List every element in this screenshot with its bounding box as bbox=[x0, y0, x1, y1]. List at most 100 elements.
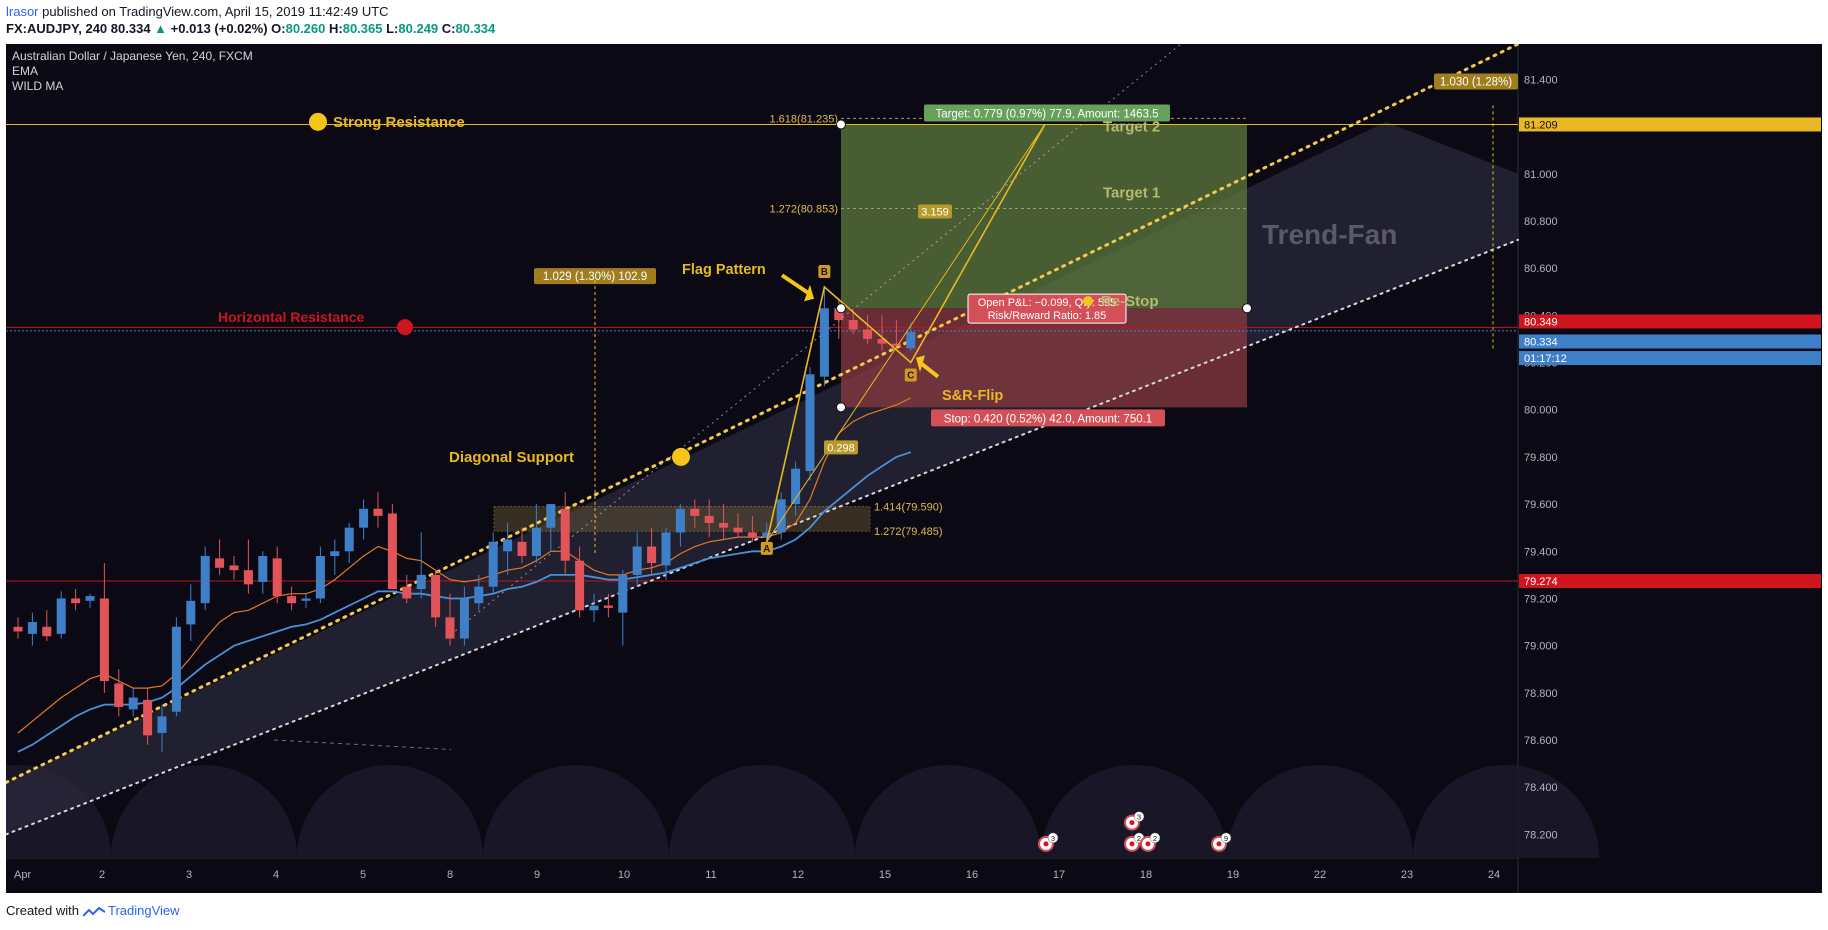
price-axis-label-3: 01:17:12 bbox=[1524, 353, 1567, 365]
price-axis-label-1: 80.349 bbox=[1524, 316, 1558, 328]
position-handle-3 bbox=[1242, 303, 1252, 314]
candle-body bbox=[99, 598, 109, 682]
candle-body bbox=[373, 508, 383, 516]
high-label: H: bbox=[329, 21, 343, 36]
y-tick-label: 79.200 bbox=[1524, 593, 1558, 605]
cycle-arc-3 bbox=[483, 765, 669, 858]
candle-body bbox=[733, 527, 743, 533]
candle-body bbox=[416, 574, 426, 590]
cycle-arc-7 bbox=[1227, 765, 1413, 858]
candle-body bbox=[459, 598, 469, 639]
point-c-marker bbox=[904, 368, 917, 382]
cycle-arc-6 bbox=[1041, 765, 1227, 858]
candle-body bbox=[834, 308, 844, 321]
candle-body bbox=[560, 508, 570, 561]
y-tick-label: 80.600 bbox=[1524, 263, 1558, 275]
up-triangle-icon: ▲ bbox=[154, 21, 168, 36]
candle-body bbox=[776, 499, 786, 533]
point-c-label: C bbox=[907, 371, 914, 382]
candle-body bbox=[42, 626, 52, 637]
trend-fan-label: Trend-Fan bbox=[1262, 219, 1397, 250]
chart-legend-title: Australian Dollar / Japanese Yen, 240, F… bbox=[12, 49, 253, 63]
ratio-label-1: 3.159 bbox=[921, 206, 949, 218]
target-label: Target: 0.779 (0.97%) 77.9, Amount: 1463… bbox=[935, 108, 1158, 120]
point-a-marker bbox=[760, 541, 773, 555]
candle-body bbox=[517, 541, 527, 556]
candle-body bbox=[891, 343, 901, 347]
event-count-1: 2 bbox=[1137, 834, 1141, 843]
candle-body bbox=[647, 546, 657, 564]
candle-body bbox=[877, 338, 887, 344]
chart-panel[interactable]: A B C 3.159 0.298 1.618(81.235) 1.272(80.853) 1… bbox=[6, 44, 1822, 893]
candle-body bbox=[114, 683, 124, 707]
high-value: 80.365 bbox=[342, 21, 383, 36]
tradingview-logo-icon bbox=[82, 906, 105, 917]
symbol: FX:AUDJPY, 240 bbox=[6, 21, 108, 36]
created-with-text: Created with bbox=[6, 903, 79, 918]
measure-right-box bbox=[1434, 73, 1518, 90]
event-count-bubble-4 bbox=[1133, 811, 1145, 822]
candle-body bbox=[215, 558, 225, 568]
y-tick-label: 80.000 bbox=[1524, 405, 1558, 417]
x-tick-label: 15 bbox=[879, 869, 891, 881]
candle-body bbox=[359, 508, 369, 528]
candle-body bbox=[445, 617, 455, 639]
candle-body bbox=[258, 555, 268, 582]
x-tick-label: 5 bbox=[360, 869, 366, 881]
faint-dashed-line bbox=[273, 739, 452, 750]
candle-body bbox=[762, 532, 772, 538]
re-stop-dot bbox=[1083, 296, 1093, 307]
wild-ma-legend: WILD MA bbox=[12, 79, 63, 93]
point-a-label: A bbox=[763, 544, 770, 555]
candle-body bbox=[171, 626, 181, 712]
event-count-3: 9 bbox=[1224, 834, 1228, 843]
price-axis-label-4: 79.274 bbox=[1524, 576, 1558, 588]
y-tick-label: 81.000 bbox=[1524, 169, 1558, 181]
candle-body bbox=[589, 605, 599, 611]
ratio-box-1 bbox=[918, 204, 952, 219]
y-tick-label: 79.600 bbox=[1524, 499, 1558, 511]
measure-left-label: 1.029 (1.30%) 102.9 bbox=[543, 271, 647, 283]
horizontal-resistance-dot bbox=[397, 319, 413, 336]
candle-body bbox=[243, 570, 253, 585]
candle-body bbox=[56, 598, 66, 634]
flag-pattern-label: Flag Pattern bbox=[682, 262, 766, 278]
x-tick-label: 18 bbox=[1140, 869, 1152, 881]
candle-body bbox=[315, 555, 325, 599]
candle-body bbox=[186, 600, 196, 625]
x-tick-label: 19 bbox=[1227, 869, 1239, 881]
close-value: 80.334 bbox=[455, 21, 496, 36]
x-tick-label: 2 bbox=[99, 869, 105, 881]
tradingview-link[interactable]: TradingView bbox=[108, 903, 180, 918]
target-label-box bbox=[924, 104, 1170, 122]
candle-body bbox=[13, 626, 23, 632]
fib-label-1618: 1.618(81.235) bbox=[770, 113, 839, 125]
event-marker-dot-1 bbox=[1129, 841, 1135, 847]
y-tick-label: 78.600 bbox=[1524, 735, 1558, 747]
open-value: 80.260 bbox=[285, 21, 326, 36]
footer: Created with TradingView bbox=[6, 903, 180, 918]
candle-body bbox=[301, 598, 311, 601]
candle-body bbox=[906, 331, 916, 349]
price-chart[interactable]: A B C 3.159 0.298 1.618(81.235) 1.272(80.853) 1… bbox=[6, 44, 1822, 893]
time-axis bbox=[6, 858, 1518, 893]
candle-body bbox=[85, 596, 95, 601]
candle-body bbox=[157, 716, 167, 733]
author-link[interactable]: lrasor bbox=[6, 4, 39, 19]
event-count-bubble-3 bbox=[1220, 832, 1232, 844]
pnl-label: Open P&L: −0.099, Qty: 595 bbox=[978, 297, 1117, 309]
open-label: O: bbox=[271, 21, 286, 36]
cycle-arc-2 bbox=[297, 765, 483, 858]
event-marker-dot-3 bbox=[1216, 841, 1222, 847]
candle-body bbox=[344, 527, 354, 552]
sr-flip-arrow-icon bbox=[916, 355, 925, 372]
target-1-label: Target 1 bbox=[1103, 185, 1160, 202]
event-count-bubble-2 bbox=[1149, 832, 1161, 844]
price-axis-label-box-4 bbox=[1519, 574, 1821, 589]
price-axis-label-box-2 bbox=[1519, 334, 1821, 349]
candle-body bbox=[690, 508, 700, 516]
re-stop-label: Re-Stop bbox=[1101, 293, 1159, 310]
x-tick-label: 11 bbox=[705, 869, 716, 881]
fib-label-1272-lower: 1.272(79.485) bbox=[874, 526, 943, 538]
event-marker-dot-2 bbox=[1145, 841, 1151, 847]
